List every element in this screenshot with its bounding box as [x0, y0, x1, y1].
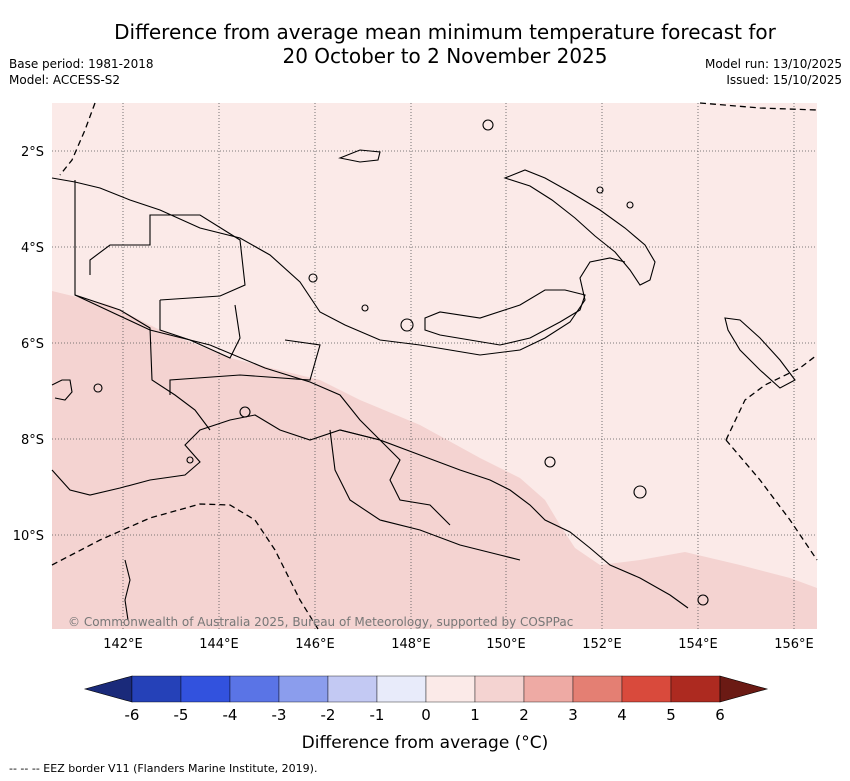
lon-label-148e: 148°E — [391, 637, 431, 652]
colorbar-bin — [572, 675, 623, 703]
lat-label-6s: 6°S — [21, 337, 44, 352]
lat-label-10s: 10°S — [13, 529, 44, 544]
lon-label-150e: 150°E — [486, 637, 526, 652]
graticule — [52, 103, 817, 629]
colorbar-extend-low — [83, 675, 133, 703]
copyright-text: © Commonwealth of Australia 2025, Bureau… — [68, 615, 573, 629]
title-line-1: Difference from average mean minimum tem… — [114, 20, 776, 44]
colorbar-bin — [474, 675, 525, 703]
colorbar-bin — [278, 675, 329, 703]
colorbar-bin — [131, 675, 182, 703]
chart-title: Difference from average mean minimum tem… — [60, 20, 830, 68]
eez-borders — [51, 102, 818, 630]
colorbar — [83, 675, 769, 703]
base-period: Base period: 1981-2018 — [9, 57, 154, 71]
colorbar-bin — [425, 675, 476, 703]
lon-labels: 142°E 144°E 146°E 148°E 150°E 152°E 154°… — [103, 637, 814, 652]
colorbar-bin — [376, 675, 427, 703]
colorbar-tick-label: 0 — [421, 706, 431, 724]
coastlines — [51, 119, 796, 621]
colorbar-bin — [621, 675, 672, 703]
lon-label-156e: 156°E — [774, 637, 814, 652]
issued-date: Issued: 15/10/2025 — [726, 73, 842, 87]
colorbar-tick-label: 2 — [519, 706, 529, 724]
meta-right: Model run: 13/10/2025 Issued: 15/10/2025 — [705, 56, 842, 88]
colorbar-tick-label: 1 — [470, 706, 480, 724]
colorbar-bin — [670, 675, 721, 703]
colorbar-tick-label: -6 — [125, 706, 140, 724]
lat-labels: 2°S 4°S 6°S 8°S 10°S — [13, 145, 44, 544]
lon-label-144e: 144°E — [199, 637, 239, 652]
eez-footer-note: -- -- -- EEZ border V11 (Flanders Marine… — [9, 762, 318, 775]
colorbar-title: Difference from average (°C) — [301, 733, 549, 753]
lat-label-2s: 2°S — [21, 145, 44, 160]
colorbar-bin — [229, 675, 280, 703]
colorbar-bin — [180, 675, 231, 703]
lat-label-8s: 8°S — [21, 433, 44, 448]
colorbar-tick-label: -3 — [272, 706, 287, 724]
meta-left: Base period: 1981-2018 Model: ACCESS-S2 — [9, 56, 154, 88]
lon-label-152e: 152°E — [582, 637, 622, 652]
colorbar-bin — [327, 675, 378, 703]
lon-label-142e: 142°E — [103, 637, 143, 652]
title-line-2: 20 October to 2 November 2025 — [282, 44, 608, 68]
model-run: Model run: 13/10/2025 — [704, 57, 842, 71]
colorbar-tick-label: 3 — [568, 706, 578, 724]
colorbar-tick-labels: -6 -5 -4 -3 -2 -1 0 1 2 3 4 5 6 — [125, 706, 725, 724]
model-name: Model: ACCESS-S2 — [9, 73, 121, 87]
colorbar-bin — [523, 675, 574, 703]
colorbar-tick-label: -2 — [321, 706, 336, 724]
colorbar-tick-label: -5 — [174, 706, 189, 724]
lon-label-146e: 146°E — [295, 637, 335, 652]
colorbar-tick-label: 5 — [666, 706, 676, 724]
colorbar-tick-label: -1 — [370, 706, 385, 724]
lat-label-4s: 4°S — [21, 241, 44, 256]
colorbar-extend-high — [719, 675, 769, 703]
colorbar-tick-label: 6 — [715, 706, 725, 724]
lon-label-154e: 154°E — [678, 637, 718, 652]
colorbar-tick-label: 4 — [617, 706, 627, 724]
colorbar-tick-label: -4 — [223, 706, 238, 724]
